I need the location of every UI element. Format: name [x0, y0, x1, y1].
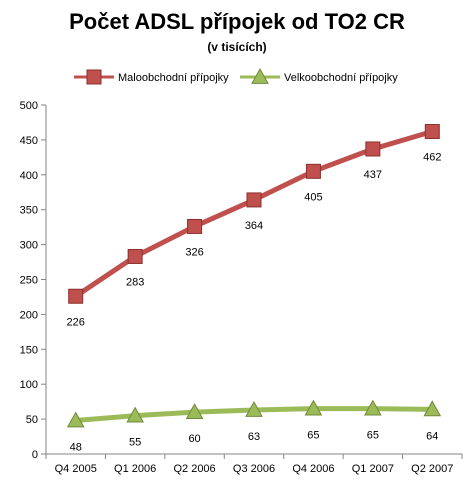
data-label: 65	[307, 430, 319, 442]
legend: Maloobchodní přípojky Velkoobchodní přípo…	[74, 67, 398, 85]
data-label: 283	[126, 276, 144, 288]
x-tick-label: Q3 2006	[233, 463, 275, 475]
data-point	[423, 400, 442, 417]
data-point	[127, 248, 143, 264]
data-label: 437	[364, 169, 382, 181]
series-2	[66, 399, 442, 428]
data-point	[68, 288, 84, 304]
legend-marker	[86, 69, 102, 85]
chart-title: Počet ADSL přípojek od TO2 CR	[69, 9, 405, 34]
data-label: 226	[67, 316, 85, 328]
x-tick-label: Q1 2006	[114, 463, 156, 475]
y-tick-label: 150	[20, 344, 38, 356]
data-point	[365, 141, 381, 157]
y-tick-label: 50	[26, 414, 38, 426]
legend-marker	[251, 67, 269, 84]
data-label: 55	[129, 437, 141, 449]
data-point	[245, 400, 263, 417]
data-label: 64	[426, 430, 438, 442]
data-label: 60	[188, 433, 200, 445]
series-layer	[66, 124, 442, 428]
data-point	[66, 411, 85, 428]
y-tick-label: 200	[20, 309, 38, 321]
y-tick-label: 100	[20, 379, 38, 391]
x-tick-label: Q2 2007	[411, 463, 453, 475]
data-label: 48	[70, 441, 82, 453]
data-point	[305, 163, 321, 179]
legend-label: Maloobchodní přípojky	[118, 72, 229, 84]
data-point	[126, 406, 144, 423]
y-tick-label: 400	[20, 170, 38, 182]
y-tick-label: 250	[20, 275, 38, 287]
data-point	[187, 218, 203, 234]
legend-item: Maloobchodní přípojky	[74, 69, 229, 85]
x-tick-label: Q4 2006	[292, 463, 334, 475]
x-tick-label: Q1 2007	[352, 463, 394, 475]
axes: 0 50 100 150 200 250 300 350 400 450 500 Q4 2005 Q1 …	[20, 100, 463, 475]
data-label: 462	[423, 152, 441, 164]
x-tick-label: Q4 2005	[55, 463, 97, 475]
data-point	[246, 192, 262, 208]
data-point	[364, 399, 382, 416]
legend-item: Velkoobchodní přípojky	[240, 67, 398, 84]
legend-label: Velkoobchodní přípojky	[284, 72, 398, 84]
y-tick-label: 300	[20, 240, 38, 252]
data-point	[424, 124, 440, 140]
data-label: 63	[248, 431, 260, 443]
data-label: 326	[185, 246, 203, 258]
y-tick-label: 500	[20, 100, 38, 112]
data-label: 405	[304, 191, 322, 203]
y-tick-label: 0	[32, 449, 38, 461]
y-tick-label: 350	[20, 205, 38, 217]
data-label: 364	[245, 220, 263, 232]
series-1	[68, 124, 440, 304]
chart-subtitle: (v tisících)	[207, 40, 266, 54]
data-point	[304, 399, 323, 416]
y-tick-label: 450	[20, 135, 38, 147]
data-label: 65	[367, 430, 379, 442]
x-tick-label: Q2 2006	[173, 463, 215, 475]
data-point	[185, 403, 204, 420]
data-labels: 226 283 326 364 405 437 462 48 55 60 63 65 65 64	[67, 152, 442, 454]
